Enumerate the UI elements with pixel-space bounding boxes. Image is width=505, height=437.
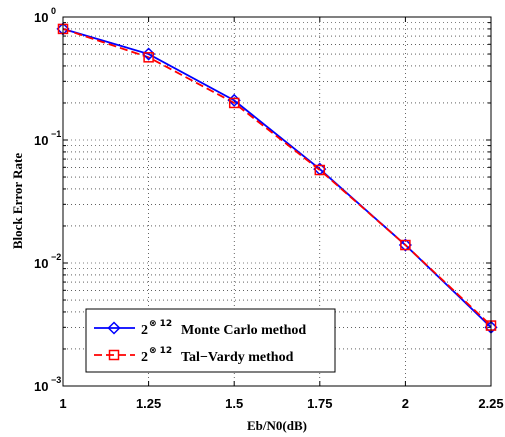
legend-marker-1 (107, 321, 121, 335)
y-tick-label: 10 (34, 10, 48, 25)
series-2-point (143, 52, 154, 63)
y-tick-label-exponent: −3 (51, 375, 61, 385)
legend-label-sup-2: ⊗ 12 (149, 346, 172, 356)
series-2-point (314, 164, 326, 176)
y-tick-label-exponent: −1 (51, 129, 61, 139)
series-2-point (400, 239, 411, 251)
grid (63, 17, 491, 386)
legend-marker-2 (108, 349, 120, 361)
series-line-2 (62, 28, 492, 327)
x-tick-label: 1.75 (307, 396, 332, 411)
series-line-1 (62, 28, 492, 328)
legend-box (85, 308, 336, 373)
y-tick-label: 10 (34, 379, 48, 394)
x-tick-labels: 1 1.25 1.5 1.75 2 2.25 (59, 396, 503, 411)
legend-label-2: Tal−Vardy method (181, 350, 294, 365)
x-tick-label: 1.5 (225, 396, 243, 411)
series-2-point (228, 97, 240, 109)
x-tick-label: 2 (402, 396, 409, 411)
x-axis-label: Eb/N0(dB) (247, 418, 307, 433)
legend-label-sup-1: ⊗ 12 (149, 319, 172, 329)
x-tick-label: 2.25 (478, 396, 503, 411)
y-tick-label: 10 (34, 133, 48, 148)
x-tick-label: 1 (59, 396, 66, 411)
y-tick-label: 10 (34, 256, 48, 271)
legend-label-base-2: 2 (141, 350, 148, 365)
series-1-point (398, 238, 412, 252)
y-tick-label-exponent: −2 (51, 252, 61, 262)
y-axis-label: Block Error Rate (10, 153, 25, 250)
y-tick-label-exponent: 0 (51, 6, 56, 16)
x-tick-label: 1.25 (136, 396, 161, 411)
legend-label-base-1: 2 (141, 323, 148, 338)
plot-frame (62, 16, 492, 387)
legend-label-1: Monte Carlo method (181, 323, 306, 338)
